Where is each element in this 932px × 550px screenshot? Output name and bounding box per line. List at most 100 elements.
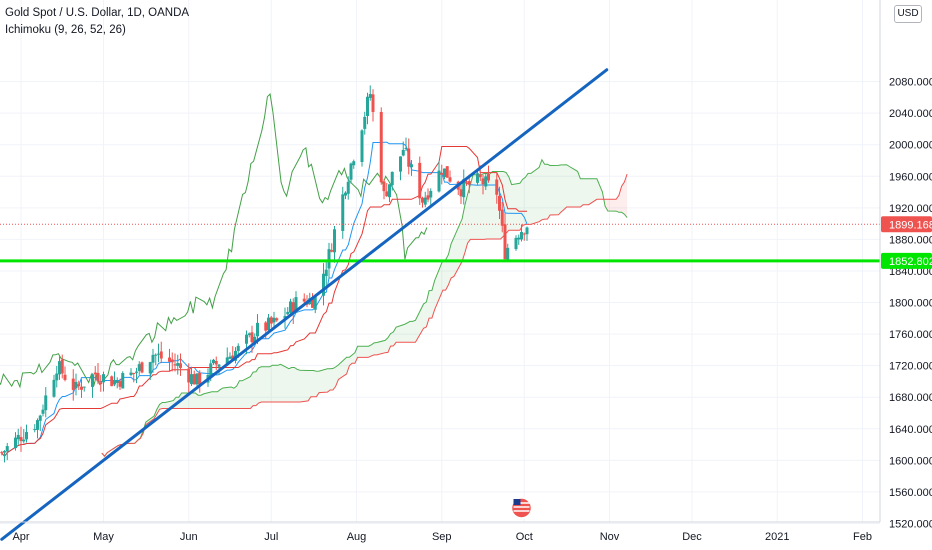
level-price-tag-bg	[881, 252, 932, 269]
candle-body	[371, 94, 375, 112]
candle-body	[264, 322, 268, 331]
candle-body	[481, 178, 485, 185]
candle-body	[245, 334, 248, 344]
cloud-segment	[563, 164, 567, 210]
candle-body	[214, 361, 218, 365]
cloud-segment	[272, 365, 276, 402]
candle-body	[0, 452, 4, 454]
candle-body	[443, 168, 446, 178]
time-tick-label: Jul	[264, 531, 278, 543]
current-price-tag-bg	[881, 216, 932, 233]
candle-body	[228, 356, 232, 359]
symbol-title[interactable]: Gold Spot / U.S. Dollar, 1D, OANDA	[5, 7, 190, 19]
ichimoku-lines	[0, 92, 628, 457]
candle-body	[476, 173, 479, 183]
candle-body	[129, 372, 133, 375]
cloud-segment	[261, 366, 270, 402]
cloud-segment	[434, 260, 443, 310]
cloud-segment	[508, 177, 512, 231]
cloud-segment	[409, 321, 413, 343]
candle-body	[445, 166, 449, 178]
cloud-segment	[376, 340, 386, 355]
candle-body	[330, 250, 334, 252]
candle-body	[58, 361, 61, 375]
candle-body	[382, 181, 386, 192]
cloud-segment	[203, 391, 212, 409]
cloud-segment	[442, 259, 446, 291]
candle-body	[157, 353, 160, 355]
price-tick-label: 1960.000	[889, 171, 932, 183]
cloud-segment	[236, 380, 240, 409]
candle-body	[459, 189, 463, 197]
candle-body	[14, 437, 17, 449]
drawings[interactable]	[0, 68, 880, 541]
candle-body	[179, 363, 182, 368]
candle-body	[99, 382, 103, 385]
candle-body	[151, 354, 155, 363]
cloud-segment	[280, 364, 289, 402]
candle-body	[366, 96, 369, 117]
cloud-segment	[415, 303, 424, 343]
candle-body	[495, 179, 499, 195]
time-tick-label: Oct	[516, 531, 533, 543]
candle-body	[478, 174, 482, 178]
cloud-segment	[605, 199, 608, 212]
candle-body	[247, 333, 251, 336]
cloud-segment	[297, 369, 300, 402]
candle-body	[448, 177, 452, 182]
candle-body	[407, 148, 411, 167]
cloud-segment	[374, 342, 377, 355]
cloud-segment	[338, 357, 347, 380]
candle-body	[388, 184, 391, 198]
candle-body	[110, 376, 114, 387]
current-price-tag: 1899.168	[889, 219, 932, 231]
currency-button[interactable]: USD	[894, 5, 922, 23]
candle-body	[418, 162, 422, 199]
price-tick-label: 1720.000	[889, 361, 932, 373]
time-tick-label: Apr	[12, 531, 29, 543]
cloud-segment	[255, 367, 259, 406]
candle-body	[498, 195, 501, 211]
cloud-segment	[233, 386, 237, 409]
cloud-segment	[569, 166, 578, 207]
candle-body	[16, 434, 20, 440]
cloud-segment	[407, 321, 410, 343]
candle-body	[363, 116, 367, 129]
cloud-segment	[525, 173, 529, 225]
candle-body	[256, 322, 259, 337]
candle-body	[294, 297, 298, 313]
candle-body	[22, 439, 26, 442]
cloud-segment	[506, 172, 509, 234]
candle-body	[379, 111, 383, 183]
indicator-title[interactable]: Ichimoku (9, 26, 52, 26)	[5, 24, 126, 36]
cloud-segment	[308, 370, 311, 401]
cloud-segment	[467, 184, 471, 244]
cloud-segment	[470, 174, 474, 240]
cloud-segment	[217, 389, 221, 409]
cloud-segment	[313, 370, 317, 397]
candle-body	[91, 374, 94, 387]
cloud-segment	[599, 185, 603, 200]
candle-body	[484, 176, 488, 187]
candle-body	[487, 174, 490, 181]
candle-body	[286, 311, 290, 315]
candle-body	[33, 429, 37, 431]
cloud-segment	[299, 370, 309, 402]
candle-body	[500, 209, 504, 226]
leading-span-b	[101, 173, 628, 457]
candle-body	[344, 192, 347, 196]
candle-body	[192, 374, 196, 385]
price-tick-label: 2000.000	[889, 140, 932, 152]
candle-body	[176, 363, 180, 366]
candle-body	[267, 317, 270, 331]
cloud-segment	[220, 387, 223, 409]
candle-body	[135, 371, 138, 373]
candle-body	[352, 161, 356, 166]
candle-body	[368, 94, 372, 98]
candle-body	[60, 359, 64, 374]
candle-body	[80, 386, 83, 390]
candle-body	[19, 437, 23, 442]
cloud-segment	[547, 164, 551, 220]
candle-body	[168, 357, 171, 362]
